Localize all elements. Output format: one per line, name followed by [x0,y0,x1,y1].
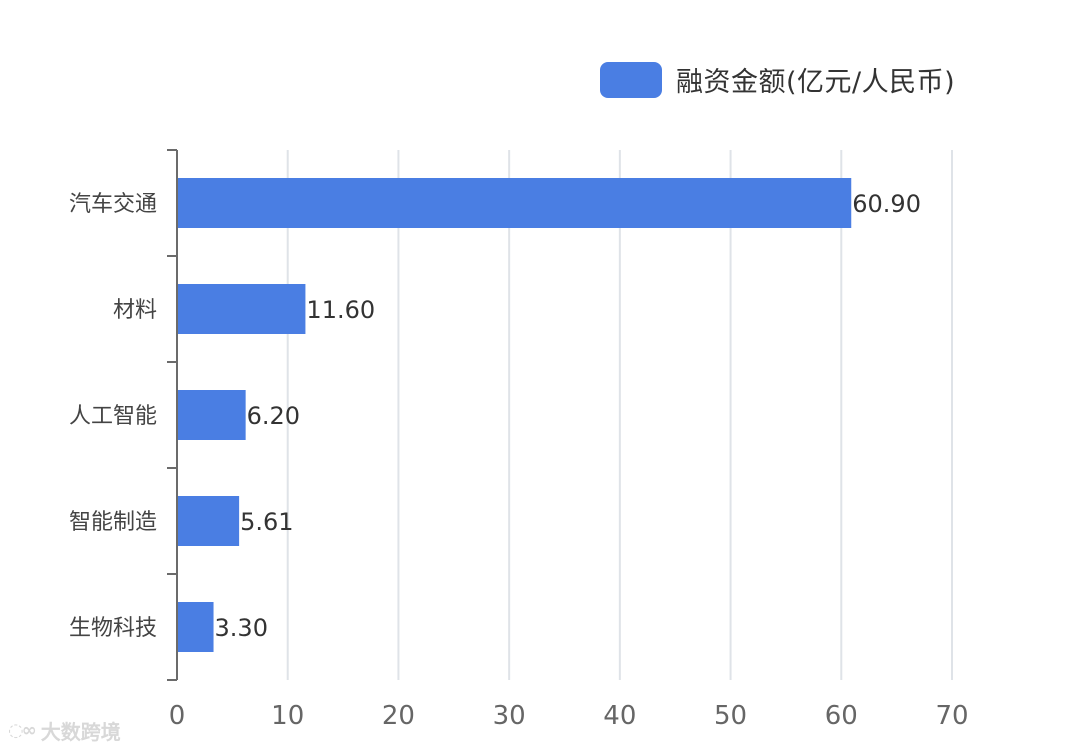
legend-label: 融资金额(亿元/人民币) [676,67,956,98]
x-tick-label: 60 [825,701,858,731]
category-label: 生物科技 [69,616,157,641]
legend: 融资金额(亿元/人民币) [600,60,955,99]
bar [177,496,240,546]
bars [177,178,852,652]
x-tick-label: 30 [493,701,526,731]
bar [177,390,246,440]
x-tick-label: 40 [603,701,636,731]
category-label: 汽车交通 [69,192,157,217]
x-tick-label: 50 [714,701,747,731]
grid-lines [286,150,953,680]
bar [177,284,306,334]
bar-value-label: 3.30 [215,614,268,642]
watermark-text: 大数跨境 [40,720,121,744]
bar-value-label: 5.61 [240,508,293,536]
bar [177,602,214,652]
bar-value-label: 11.60 [306,296,375,324]
category-label: 智能制造 [69,510,157,535]
x-tick-label: 20 [382,701,415,731]
legend-swatch [600,61,662,98]
watermark: ◌∞ 大数跨境 [8,716,121,745]
x-tick-label: 70 [935,701,968,731]
labels: 60.90 汽车交通 11.60 材料 6.20 人工智能 5.61 智能制造 3.30 生物科技… [69,190,969,731]
x-tick-label: 10 [271,701,304,731]
category-label: 材料 [113,298,157,323]
axes [167,149,178,681]
bar-value-label: 6.20 [247,402,300,430]
bar-value-label: 60.90 [852,190,921,218]
x-tick-label: 0 [169,701,186,731]
logo-icon: ◌∞ [8,720,37,741]
category-label: 人工智能 [69,404,157,429]
bar [177,178,852,228]
